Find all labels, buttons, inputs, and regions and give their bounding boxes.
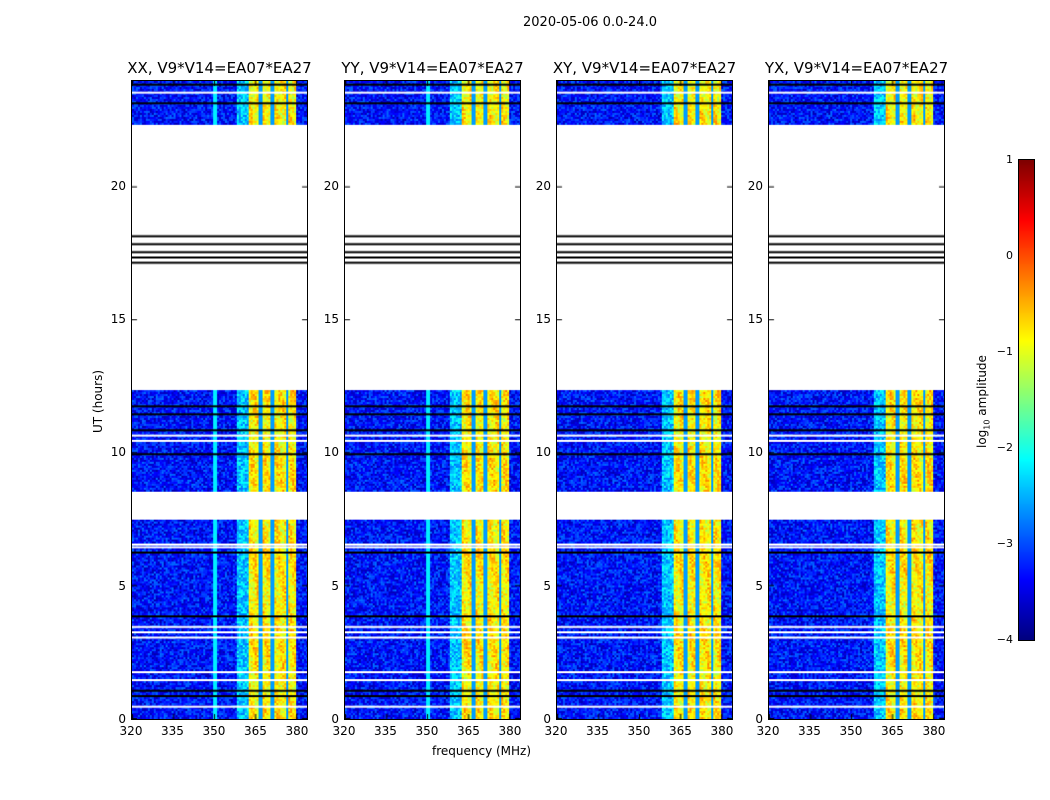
colorbar-tick-label: 1 — [1006, 153, 1013, 166]
y-tick-label: 15 — [323, 312, 339, 326]
x-tick-label: 365 — [457, 724, 480, 738]
colorbar-label: log10 amplitude — [975, 355, 992, 448]
x-tick-label: 320 — [119, 724, 143, 738]
x-tick-label: 335 — [586, 724, 609, 738]
colorbar-tick-label: −3 — [996, 537, 1013, 550]
x-tick-label: 320 — [756, 724, 780, 738]
y-tick-label: 5 — [118, 578, 126, 593]
x-tick-label: 350 — [839, 724, 863, 738]
colorbar-tick-label: −4 — [996, 633, 1013, 646]
spectrogram-panel — [556, 80, 733, 720]
x-tick-label: 320 — [544, 724, 568, 738]
y-tick-label: 20 — [535, 178, 551, 193]
x-tick-label: 335 — [374, 724, 397, 738]
spectrogram-panel — [344, 80, 521, 720]
spectrogram-panel — [768, 80, 945, 720]
figure-title: 2020-05-06 0.0-24.0 — [523, 15, 657, 30]
panel-title: XX, V9*V14=EA07*EA27 — [127, 59, 312, 77]
x-tick-label: 350 — [627, 724, 651, 738]
colorbar — [1018, 159, 1035, 641]
y-tick-label: 20 — [323, 178, 339, 193]
x-tick-label: 365 — [669, 724, 692, 738]
y-tick-label: 10 — [110, 445, 126, 460]
y-tick-label: 0 — [118, 712, 126, 726]
colorbar-tick-label: −1 — [996, 345, 1013, 358]
x-tick-label: 350 — [202, 724, 226, 738]
colorbar-tick-label: −2 — [996, 441, 1013, 454]
x-tick-label: 365 — [244, 724, 267, 738]
x-tick-label: 380 — [285, 724, 309, 738]
y-tick-label: 20 — [110, 178, 126, 193]
y-tick-label: 5 — [543, 578, 551, 593]
panel-title: XY, V9*V14=EA07*EA27 — [552, 59, 737, 77]
y-tick-label: 0 — [331, 712, 339, 726]
y-tick-label: 15 — [110, 312, 126, 326]
spectrogram-panel — [131, 80, 308, 720]
x-tick-label: 335 — [161, 724, 184, 738]
x-tick-label: 365 — [881, 724, 904, 738]
y-axis-label: UT (hours) — [91, 369, 105, 433]
panel-title: YX, V9*V14=EA07*EA27 — [764, 59, 949, 77]
colorbar-tick-label: 0 — [1006, 249, 1013, 262]
x-tick-label: 335 — [798, 724, 821, 738]
y-tick-label: 15 — [747, 312, 763, 326]
x-axis-label: frequency (MHz) — [432, 744, 532, 758]
panel-title: YY, V9*V14=EA07*EA27 — [341, 59, 524, 77]
x-tick-label: 380 — [922, 724, 946, 738]
x-tick-label: 320 — [332, 724, 356, 738]
y-tick-label: 10 — [747, 445, 763, 460]
y-tick-label: 5 — [755, 578, 763, 593]
y-tick-label: 20 — [747, 178, 763, 193]
y-tick-label: 0 — [755, 712, 763, 726]
x-tick-label: 350 — [415, 724, 439, 738]
y-tick-label: 10 — [323, 445, 339, 460]
y-tick-label: 0 — [543, 712, 551, 726]
y-tick-label: 10 — [535, 445, 551, 460]
x-tick-label: 380 — [710, 724, 734, 738]
y-tick-label: 15 — [535, 312, 551, 326]
x-tick-label: 380 — [498, 724, 522, 738]
y-tick-label: 5 — [331, 578, 339, 593]
